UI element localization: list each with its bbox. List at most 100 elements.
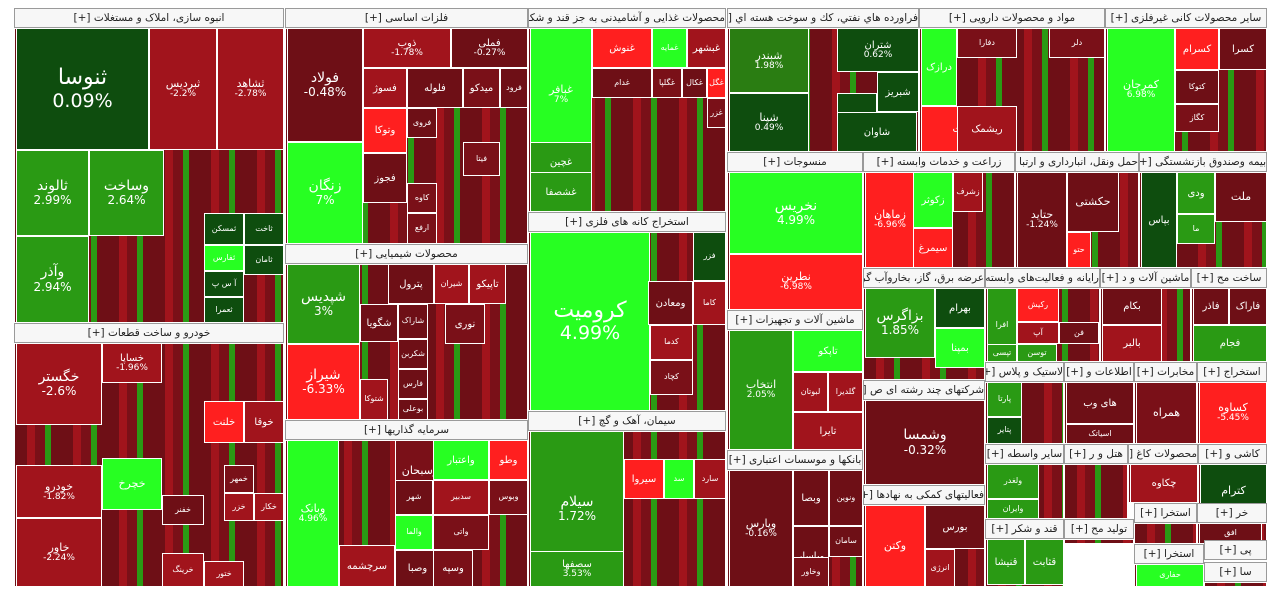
stock-tile[interactable]: وصبا (395, 550, 440, 587)
stock-tile[interactable]: خساپا -1.96% (102, 343, 162, 383)
stock-tile[interactable]: ثفارس (204, 245, 244, 271)
stock-tile[interactable]: واتی (433, 515, 489, 550)
sector-header[interactable]: سرمایه گذاریها [+] (285, 420, 528, 440)
stock-tile[interactable]: خگستر -2.6% (16, 343, 102, 425)
sector-header[interactable]: پی [+] (1204, 540, 1267, 560)
stock-tile[interactable]: حتاید -1.24% (1017, 172, 1067, 268)
stock-tile[interactable]: میدکو (463, 68, 500, 108)
stock-tile[interactable]: کدما (650, 325, 693, 360)
stock-tile[interactable]: آپ (1017, 322, 1059, 344)
stock-tile[interactable]: ثامان (244, 245, 284, 275)
stock-tile[interactable]: کمرجان 6.98% (1107, 28, 1175, 152)
sector-header[interactable]: ماشین آلات و د [+] (1100, 268, 1191, 288)
stock-tile[interactable]: فروی (407, 108, 437, 138)
stock-tile[interactable]: ذوب -1.78% (363, 28, 451, 68)
sector-header[interactable]: انبوه سازی، املاک و مستغلات [+] (14, 8, 284, 28)
stock-tile[interactable]: درازک (921, 28, 957, 106)
sector-header[interactable]: سایر واسطه [+] (985, 444, 1064, 464)
stock-tile[interactable]: غبشهر (687, 28, 726, 68)
sector-header[interactable]: بیمه وصندوق بازنشستگی [+] (1139, 152, 1267, 172)
stock-tile[interactable]: انرژی (925, 549, 955, 587)
stock-tile[interactable]: وطو (489, 440, 528, 480)
stock-tile[interactable]: زشرف (953, 172, 983, 212)
sector-header[interactable]: ماشین آلات و تجهیزات [+] (727, 310, 863, 330)
stock-tile[interactable]: حفاری (1136, 564, 1204, 587)
stock-tile[interactable]: فن (1059, 322, 1099, 344)
stock-tile[interactable]: تاپیکو (469, 264, 506, 304)
stock-tile[interactable]: خفنر (162, 495, 204, 525)
stock-tile[interactable]: حتو (1067, 232, 1091, 268)
stock-tile[interactable]: تاپکو (793, 330, 863, 372)
stock-tile[interactable]: سیمرغ (913, 228, 953, 268)
stock-tile[interactable]: واعتبار (433, 440, 489, 480)
stock-tile[interactable]: گلدیرا (828, 372, 863, 412)
stock-tile[interactable]: وکتن (865, 505, 925, 587)
stock-tile[interactable]: ثبردیس -2.2% (149, 28, 217, 150)
stock-tile[interactable]: خچرخ (102, 458, 162, 510)
stock-tile[interactable]: زکوثر (913, 172, 953, 228)
stock-tile[interactable]: کگاز (1175, 104, 1219, 132)
sector-header[interactable]: کاشی و [+] (1198, 444, 1267, 464)
stock-tile[interactable]: شگویا (360, 304, 398, 342)
stock-tile[interactable]: شیران (434, 264, 469, 304)
stock-tile[interactable]: غمایه (652, 28, 687, 68)
sector-header[interactable]: منسوجات [+] (727, 152, 863, 172)
stock-tile[interactable]: سد (664, 459, 694, 499)
sector-header[interactable]: هتل و ر [+] (1064, 444, 1128, 464)
stock-tile[interactable]: فارس (398, 369, 428, 399)
stock-tile[interactable]: خمهر (224, 465, 254, 493)
sector-header[interactable]: استخرا [+] (1134, 544, 1204, 564)
stock-tile[interactable]: وایران (987, 499, 1039, 519)
stock-tile[interactable]: غدام (592, 68, 652, 98)
stock-tile[interactable]: ثعمرا (204, 297, 244, 323)
stock-tile[interactable]: ختور (204, 561, 244, 587)
stock-tile[interactable]: ونوین (829, 470, 863, 526)
stock-tile[interactable]: رکیش (1017, 288, 1059, 322)
stock-tile[interactable]: ثالوند 2.99% (16, 150, 89, 236)
stock-tile[interactable]: شتران 0.62% (837, 28, 919, 72)
stock-tile[interactable]: ودی (1177, 172, 1215, 214)
sector-header[interactable]: خر [+] (1197, 503, 1267, 523)
sector-header[interactable]: زراعت و خدمات وابسته [+] (863, 152, 1015, 172)
stock-tile[interactable]: زماهان -6.96% (865, 172, 915, 268)
stock-tile[interactable]: کسرا (1219, 28, 1267, 70)
stock-tile[interactable]: وبانک 4.96% (287, 440, 339, 587)
stock-tile[interactable]: وخاور (793, 557, 829, 587)
sector-header[interactable]: بانکها و موسسات اعتباری [+] (727, 450, 863, 470)
stock-tile[interactable]: تایرا (793, 412, 863, 450)
stock-tile[interactable]: ملت (1215, 172, 1267, 222)
sector-header[interactable]: استخرا [+] (1134, 503, 1197, 523)
stock-tile[interactable]: وپارس -0.16% (729, 470, 793, 587)
sector-header[interactable]: استخراج [+] (1197, 362, 1267, 382)
stock-tile[interactable]: کچاد (650, 360, 693, 395)
stock-tile[interactable]: بزاگرس 1.85% (865, 288, 935, 358)
stock-tile[interactable]: فلوله (407, 68, 463, 108)
sector-header[interactable]: مواد و محصولات دارویی [+] (919, 8, 1105, 28)
sector-header[interactable]: ساخت مح [+] (1191, 268, 1267, 288)
stock-tile[interactable]: فولاد -0.48% (287, 28, 363, 142)
stock-tile[interactable]: وبصا (793, 470, 829, 526)
stock-tile[interactable]: خاور -2.24% (16, 518, 102, 587)
stock-tile[interactable]: سارد (694, 459, 726, 499)
stock-tile[interactable]: خلنت (204, 401, 244, 443)
stock-tile[interactable]: بپاس (1141, 172, 1177, 268)
stock-tile[interactable]: ثنوسا 0.09% (16, 28, 149, 150)
stock-tile[interactable]: شاراک (398, 304, 428, 339)
stock-tile[interactable]: فجام (1193, 325, 1267, 362)
stock-tile[interactable]: کسرام (1175, 28, 1219, 70)
stock-tile[interactable]: فزر (693, 232, 726, 281)
stock-tile[interactable]: خزر (224, 493, 254, 521)
sector-header[interactable]: فراورده هاي نفتي، كك و سوخت هسته اي [+] (727, 8, 919, 28)
stock-tile[interactable]: ثاخت (244, 213, 284, 245)
stock-tile[interactable]: فسوژ (363, 68, 407, 108)
stock-tile[interactable]: نطرین -6.98% (729, 254, 863, 310)
stock-tile[interactable]: دلر (1049, 28, 1105, 58)
stock-tile[interactable]: بوعلی (398, 399, 428, 420)
sector-header[interactable]: لاستیک و پلاس [+] (985, 362, 1064, 382)
stock-tile[interactable]: خکار (254, 493, 284, 521)
stock-tile[interactable]: پترول (388, 264, 434, 304)
stock-tile[interactable]: کساوه -5.45% (1199, 382, 1267, 444)
stock-tile[interactable]: سیروا (624, 459, 664, 499)
sector-header[interactable]: استخراج کانه های فلزی [+] (528, 212, 726, 232)
sector-header[interactable]: خودرو و ساخت قطعات [+] (14, 323, 284, 343)
